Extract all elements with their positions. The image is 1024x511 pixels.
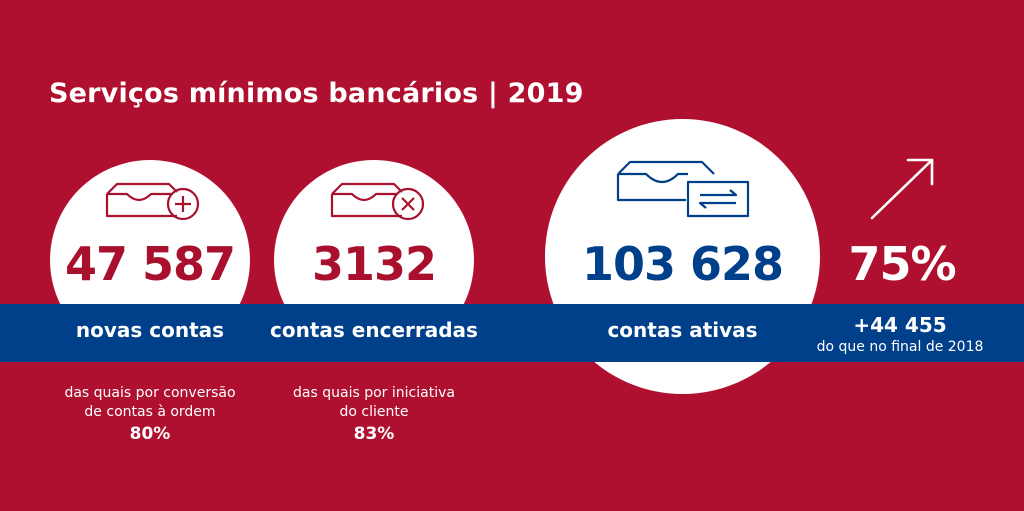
stat-value-growth: 75% xyxy=(848,237,956,291)
note-line: das quais por iniciativa xyxy=(293,385,455,401)
page-title: Serviços mínimos bancários | 2019 xyxy=(49,78,584,109)
note-value: 80% xyxy=(129,424,171,444)
account-add-icon xyxy=(105,182,200,221)
stat-label-growth-count: +44 455 xyxy=(853,313,947,337)
stat-value-new-accounts: 47 587 xyxy=(64,237,236,291)
stat-label-active-accounts: contas ativas xyxy=(607,318,758,342)
account-close-icon xyxy=(330,182,425,221)
stat-note-new-accounts: das quais por conversão de contas à orde… xyxy=(40,384,260,446)
stat-value-active-accounts: 103 628 xyxy=(581,237,784,291)
stat-value-closed-accounts: 3132 xyxy=(311,237,437,291)
stat-label-new-accounts: novas contas xyxy=(75,318,225,342)
note-line: das quais por conversão xyxy=(64,385,236,401)
note-value: 83% xyxy=(353,424,395,444)
stat-label-closed-accounts: contas encerradas xyxy=(270,318,478,342)
stat-note-growth: do que no final de 2018 xyxy=(816,339,984,355)
account-transfer-icon xyxy=(616,160,750,218)
stat-note-closed-accounts: das quais por iniciativa do cliente 83% xyxy=(264,384,484,446)
note-line: de contas à ordem xyxy=(84,404,216,420)
growth-arrow-icon xyxy=(870,158,934,220)
label-band xyxy=(0,304,1024,362)
note-line: do cliente xyxy=(339,404,409,420)
